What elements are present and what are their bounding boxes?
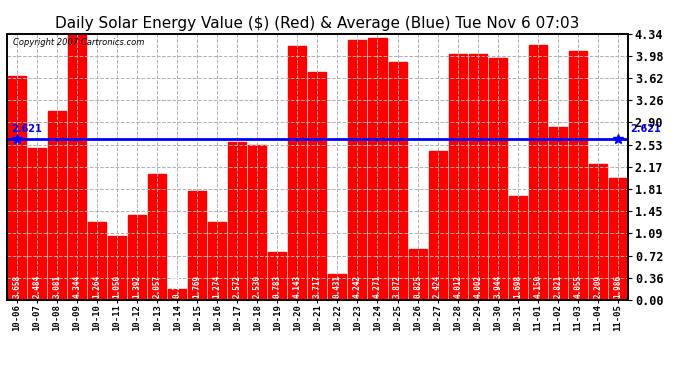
Bar <box>288 46 306 300</box>
Bar <box>428 151 446 300</box>
Bar <box>308 72 326 300</box>
Text: 3.081: 3.081 <box>52 274 61 297</box>
Bar <box>569 51 586 300</box>
Title: Daily Solar Energy Value ($) (Red) & Average (Blue) Tue Nov 6 07:03: Daily Solar Energy Value ($) (Red) & Ave… <box>55 16 580 31</box>
Text: 4.344: 4.344 <box>72 274 81 297</box>
Bar <box>248 145 266 300</box>
Bar <box>168 289 186 300</box>
Text: Copyright 2007 Cartronics.com: Copyright 2007 Cartronics.com <box>13 38 144 47</box>
Bar <box>348 40 366 300</box>
Text: 3.944: 3.944 <box>493 274 502 297</box>
Text: 1.274: 1.274 <box>213 274 221 297</box>
Text: 4.002: 4.002 <box>473 274 482 297</box>
Bar <box>48 111 66 300</box>
Text: 4.242: 4.242 <box>353 274 362 297</box>
Text: 0.176: 0.176 <box>172 274 181 297</box>
Text: 0.431: 0.431 <box>333 274 342 297</box>
Bar <box>228 142 246 300</box>
Bar <box>368 38 386 300</box>
Text: 2.621: 2.621 <box>11 124 41 134</box>
Text: 2.621: 2.621 <box>630 124 660 134</box>
Text: 2.484: 2.484 <box>32 274 41 297</box>
Text: 2.530: 2.530 <box>253 274 262 297</box>
Bar <box>509 196 526 300</box>
Text: 1.050: 1.050 <box>112 274 121 297</box>
Bar <box>408 249 426 300</box>
Text: 1.264: 1.264 <box>92 274 101 297</box>
Text: 4.143: 4.143 <box>293 274 302 297</box>
Bar <box>208 222 226 300</box>
Bar <box>549 127 566 300</box>
Bar <box>469 54 486 300</box>
Text: 4.055: 4.055 <box>573 274 582 297</box>
Text: 0.825: 0.825 <box>413 274 422 297</box>
Text: 1.698: 1.698 <box>513 274 522 297</box>
Bar <box>8 76 26 300</box>
Bar <box>609 178 627 300</box>
Text: 3.658: 3.658 <box>12 274 21 297</box>
Bar <box>388 63 406 300</box>
Text: 0.783: 0.783 <box>273 274 282 297</box>
Bar <box>88 222 106 300</box>
Text: 2.057: 2.057 <box>152 274 161 297</box>
Bar <box>28 148 46 300</box>
Text: 2.572: 2.572 <box>233 274 241 297</box>
Bar <box>589 165 607 300</box>
Bar <box>489 58 506 300</box>
Text: 4.271: 4.271 <box>373 274 382 297</box>
Text: 1.986: 1.986 <box>613 274 622 297</box>
Bar <box>128 214 146 300</box>
Text: 4.150: 4.150 <box>533 274 542 297</box>
Text: 1.392: 1.392 <box>132 274 141 297</box>
Text: 3.872: 3.872 <box>393 274 402 297</box>
Text: 2.821: 2.821 <box>553 274 562 297</box>
Text: 2.424: 2.424 <box>433 274 442 297</box>
Bar <box>448 54 466 300</box>
Text: 4.012: 4.012 <box>453 274 462 297</box>
Bar <box>188 192 206 300</box>
Text: 1.769: 1.769 <box>193 274 201 297</box>
Bar <box>108 236 126 300</box>
Text: 2.209: 2.209 <box>593 274 602 297</box>
Bar <box>68 33 86 300</box>
Bar <box>328 273 346 300</box>
Text: 3.717: 3.717 <box>313 274 322 297</box>
Bar <box>268 252 286 300</box>
Bar <box>529 45 546 300</box>
Bar <box>148 174 166 300</box>
